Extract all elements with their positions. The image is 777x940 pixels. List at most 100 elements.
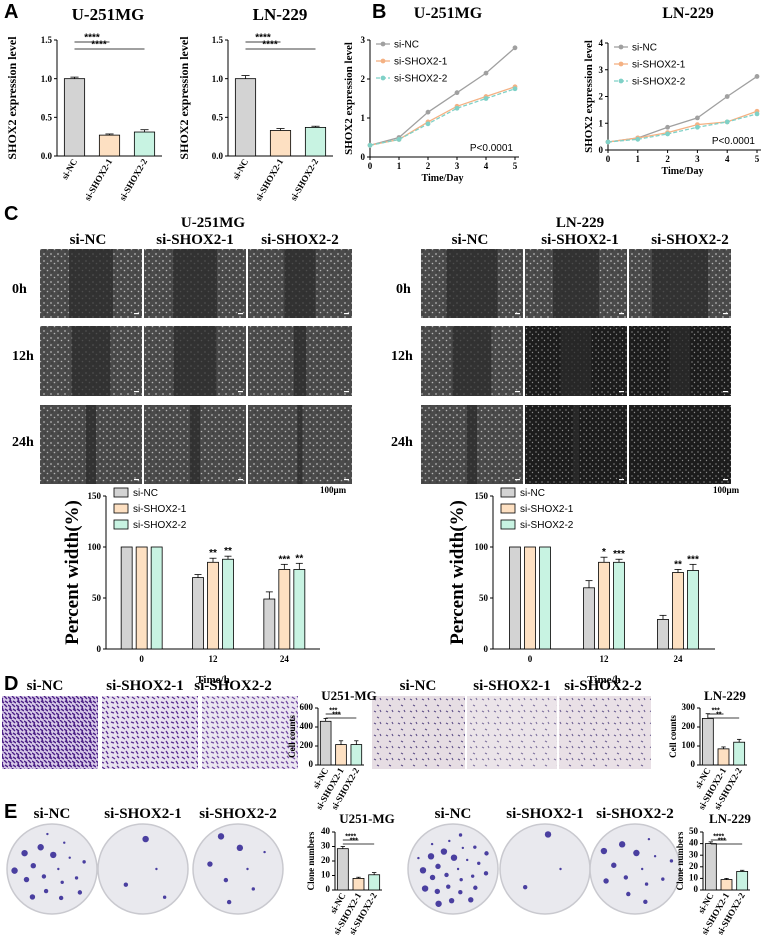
legend-label: si-SHOX2-2: [394, 74, 448, 85]
y-tick-label: 400: [300, 721, 314, 731]
significance-label: ****: [91, 40, 107, 51]
c-time-24h-left: 24h: [12, 435, 34, 450]
y-tick-label: 0: [309, 759, 314, 769]
y-tick-label: 10: [321, 870, 331, 880]
scale-bar: [723, 313, 728, 315]
y-tick-label: 0.5: [41, 112, 53, 122]
chart-b2: LN-229 SHOX2 expression level Time/Day 0 1 2 3…: [583, 5, 761, 177]
significance-label: ****: [84, 33, 100, 44]
y-tick-label: 50: [479, 593, 489, 603]
data-point: [512, 45, 518, 51]
y-tick-label: 3: [599, 65, 604, 75]
colony: [477, 861, 481, 865]
chart-title: U-251MG: [414, 5, 483, 22]
colony: [162, 895, 167, 899]
y-tick-label: 100: [475, 542, 489, 552]
d-ln229-nc-label: si-NC: [400, 678, 437, 694]
colony: [623, 875, 629, 880]
scale-bar: [238, 313, 243, 315]
colony: [611, 862, 617, 868]
legend-swatch: [500, 519, 516, 530]
x-tick-label: 24: [674, 654, 684, 664]
data-point: [483, 70, 489, 76]
colony: [468, 897, 474, 903]
y-tick-label: 10: [689, 873, 699, 883]
wound-gap: [284, 249, 316, 318]
legend-label: si-SHOX2-1: [394, 57, 448, 68]
y-tick-label: 40: [689, 838, 699, 848]
p-value-annotation: P<0.0001: [712, 136, 756, 147]
colony: [643, 899, 648, 905]
scale-bar: [344, 479, 349, 481]
culture-dish: [589, 823, 681, 915]
bar: [278, 569, 291, 650]
chart-a2: LN-229 SHOX2 expression level 0.0 0.5 1.0 1.5…: [177, 5, 333, 202]
bar: [150, 546, 163, 650]
c-ln229-title: LN-229: [556, 215, 604, 231]
legend-swatch: [113, 487, 129, 498]
bar: [222, 558, 234, 650]
wound-gap: [297, 405, 303, 484]
y-tick-label: 20: [689, 861, 699, 871]
colony: [450, 854, 458, 861]
significance-label: ***: [350, 838, 358, 845]
transwell-images: [2, 696, 651, 769]
d-u251-nc-image: [2, 696, 98, 769]
colony: [461, 846, 465, 850]
y-tick-label: 50: [689, 826, 699, 836]
colony: [60, 880, 64, 884]
y-tick-label: 0.0: [41, 151, 53, 161]
wound-gap: [553, 249, 599, 318]
colony: [440, 848, 448, 855]
c-u251-s2-label: si-SHOX2-2: [261, 232, 339, 248]
wound-gap: [69, 249, 113, 318]
colony: [429, 874, 436, 881]
data-point: [665, 131, 670, 137]
significance-label: ***: [332, 712, 340, 719]
data-point: [695, 115, 700, 121]
legend-swatch: [113, 519, 129, 530]
scale-bar: [344, 391, 349, 393]
colony: [21, 849, 28, 857]
colony: [640, 867, 644, 871]
colony-dishes: [6, 823, 681, 915]
chart-title: U251-MG: [321, 688, 377, 703]
significance-label: ***: [613, 549, 625, 560]
x-tick-label: si-SHOX2-2: [117, 157, 149, 203]
e-u251-s1-label: si-SHOX2-1: [104, 806, 182, 822]
culture-dish: [192, 823, 284, 915]
bar: [207, 561, 219, 650]
colony: [466, 858, 469, 862]
legend-marker: [380, 41, 386, 47]
colony: [522, 884, 528, 890]
colony: [644, 882, 649, 886]
chart-title: LN-229: [253, 5, 308, 24]
significance-label: ****: [255, 33, 271, 44]
wound-gap: [446, 249, 498, 318]
y-tick-label: 0: [97, 644, 102, 654]
y-tick-label: 150: [475, 491, 489, 501]
data-point: [635, 136, 641, 142]
culture-dish: [499, 823, 591, 915]
colony: [448, 839, 451, 843]
panel-label-e: E: [4, 801, 17, 823]
x-tick-label: 5: [755, 154, 760, 164]
y-tick-label: 40: [321, 826, 331, 836]
d-ln229-s2-label: si-SHOX2-2: [564, 678, 642, 694]
y-tick-label: 300: [682, 702, 696, 712]
colony: [123, 882, 129, 887]
legend-marker: [380, 75, 386, 81]
y-tick-label: 0.5: [212, 112, 224, 122]
data-point: [724, 119, 730, 125]
colony: [57, 867, 60, 871]
chart-title: LN-229: [704, 688, 746, 703]
colony: [11, 867, 18, 874]
wound-gap: [466, 405, 478, 484]
colony: [484, 851, 489, 856]
bar: [269, 130, 292, 157]
y-tick-label: 0: [691, 759, 696, 769]
y-tick-label: 1.5: [212, 35, 224, 45]
